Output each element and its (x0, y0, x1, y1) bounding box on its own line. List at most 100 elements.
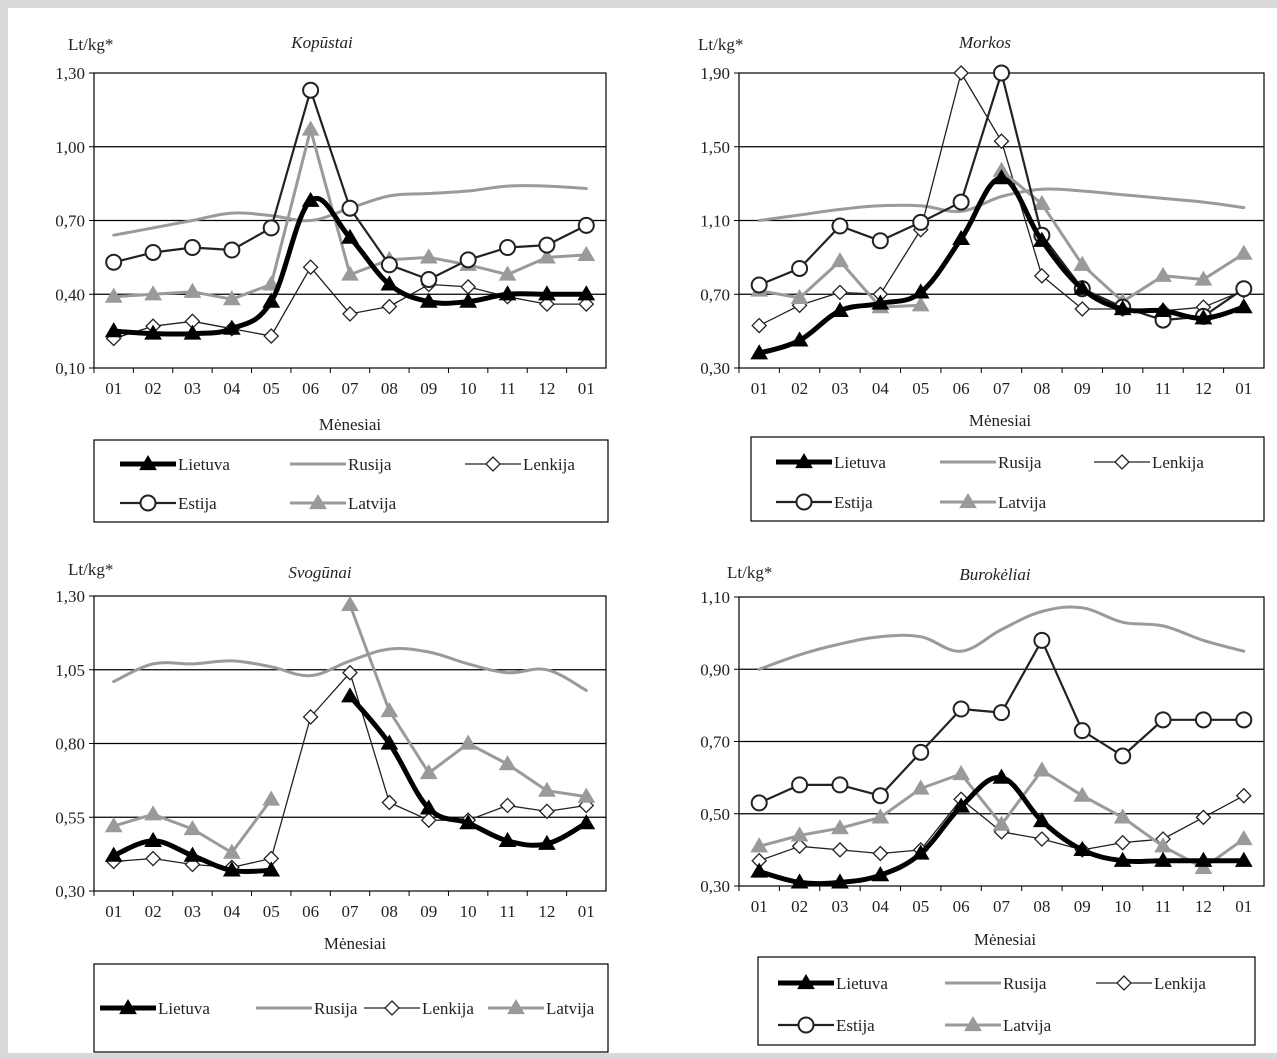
legend-label-estija: Estija (834, 493, 873, 512)
point-lietuva (790, 873, 809, 889)
chart-title: Svogūnai (288, 563, 352, 582)
point-estija (1194, 711, 1212, 729)
point-lenkija (381, 298, 398, 315)
point-estija (577, 216, 595, 234)
legend-label-latvija: Latvija (998, 493, 1047, 512)
point-lenkija (145, 850, 161, 867)
point-lietuva (1234, 298, 1253, 314)
point-lietuva (459, 292, 478, 308)
point-lietuva (341, 687, 359, 703)
x-tick-label: 01 (105, 379, 122, 398)
legend-marker-lietuva (119, 999, 137, 1015)
y-unit-label: Lt/kg* (68, 35, 113, 54)
x-tick-label: 12 (1195, 379, 1212, 398)
point-latvija (911, 779, 930, 795)
x-tick-label: 09 (1074, 379, 1091, 398)
x-tick-label: 11 (1155, 379, 1171, 398)
point-lietuva (1154, 851, 1172, 867)
point-latvija (790, 288, 809, 305)
point-latvija (1033, 194, 1051, 211)
point-lietuva (419, 292, 438, 308)
x-tick-label: 05 (263, 902, 280, 921)
x-tick-label: 09 (420, 902, 437, 921)
point-latvija (1194, 270, 1213, 286)
x-tick-label: 03 (184, 379, 201, 398)
x-tick-label: 06 (953, 379, 970, 398)
y-tick-label: 0,90 (700, 660, 730, 679)
point-latvija (911, 296, 930, 312)
point-estija (1235, 711, 1253, 729)
y-tick-label: 0,30 (55, 882, 85, 901)
x-tick-label: 07 (342, 902, 360, 921)
x-tick-label: 11 (499, 379, 515, 398)
x-tick-label: 01 (1235, 897, 1252, 916)
x-tick-label: 03 (831, 379, 848, 398)
y-unit-label: Lt/kg* (68, 560, 113, 579)
point-lietuva (1033, 811, 1051, 828)
point-lietuva (871, 294, 890, 310)
point-lietuva (538, 285, 556, 301)
point-latvija (538, 781, 556, 797)
point-latvija (992, 815, 1011, 831)
point-lietuva (498, 285, 517, 301)
point-estija (341, 199, 359, 217)
legend-label-lenkija: Lenkija (523, 455, 575, 474)
x-tick-label: 04 (872, 379, 890, 398)
series-line-rusija (757, 187, 1246, 222)
point-latvija (1234, 244, 1253, 260)
legend-label-rusija: Rusija (998, 453, 1042, 472)
point-latvija (952, 765, 970, 781)
point-lietuva (104, 322, 123, 338)
point-latvija (577, 245, 596, 262)
point-estija (791, 259, 809, 277)
y-tick-label: 0,50 (700, 805, 730, 824)
point-latvija (341, 595, 359, 611)
series-line-lietuva (756, 175, 1247, 356)
point-latvija (144, 805, 162, 821)
point-lietuva (1033, 231, 1051, 247)
legend-marker-lietuva (795, 453, 813, 469)
point-latvija (301, 120, 320, 136)
point-lietuva (1113, 300, 1132, 316)
point-lenkija (791, 838, 808, 855)
x-tick-label: 03 (184, 902, 201, 921)
point-estija (831, 217, 849, 235)
legend-label-rusija: Rusija (314, 999, 358, 1018)
point-latvija (419, 764, 438, 780)
y-tick-label: 1,10 (700, 588, 730, 607)
x-tick-label: 08 (381, 902, 398, 921)
x-tick-label: 07 (993, 897, 1011, 916)
point-lietuva (222, 319, 241, 335)
y-tick-label: 0,70 (55, 212, 85, 231)
point-lenkija (302, 259, 319, 276)
x-tick-label: 07 (993, 379, 1011, 398)
y-unit-label: Lt/kg* (727, 563, 772, 582)
legend-marker-lietuva (139, 455, 157, 471)
point-lenkija (578, 296, 595, 313)
legend-label-latvija: Latvija (1003, 1016, 1052, 1035)
point-lenkija (460, 278, 477, 295)
y-tick-label: 0,55 (55, 808, 85, 827)
point-lietuva (262, 861, 281, 877)
point-lenkija (832, 841, 848, 858)
point-latvija (577, 787, 596, 803)
point-latvija (790, 826, 809, 842)
legend-marker-lietuva (797, 974, 815, 990)
chart-1: 1,30 1,00 0,70 0,40 0,10 01 02 03 04 05 06 07 08 09 10… (55, 33, 609, 523)
point-latvija (222, 290, 241, 306)
x-tick-label: 08 (1033, 897, 1050, 916)
point-estija (1073, 722, 1091, 740)
point-lenkija (1033, 831, 1050, 847)
point-lietuva (104, 846, 123, 862)
legend-label-latvija: Latvija (546, 999, 595, 1018)
x-tick-label: 05 (912, 379, 929, 398)
point-lenkija (539, 803, 555, 820)
x-tick-label: 01 (578, 902, 595, 921)
point-estija (144, 243, 162, 261)
x-tick-label: 01 (105, 902, 122, 921)
point-lenkija (872, 845, 889, 862)
y-tick-label: 1,30 (55, 587, 85, 606)
x-tick-label: 10 (460, 379, 477, 398)
point-lietuva (1194, 309, 1213, 325)
x-tick-label: 12 (538, 379, 555, 398)
